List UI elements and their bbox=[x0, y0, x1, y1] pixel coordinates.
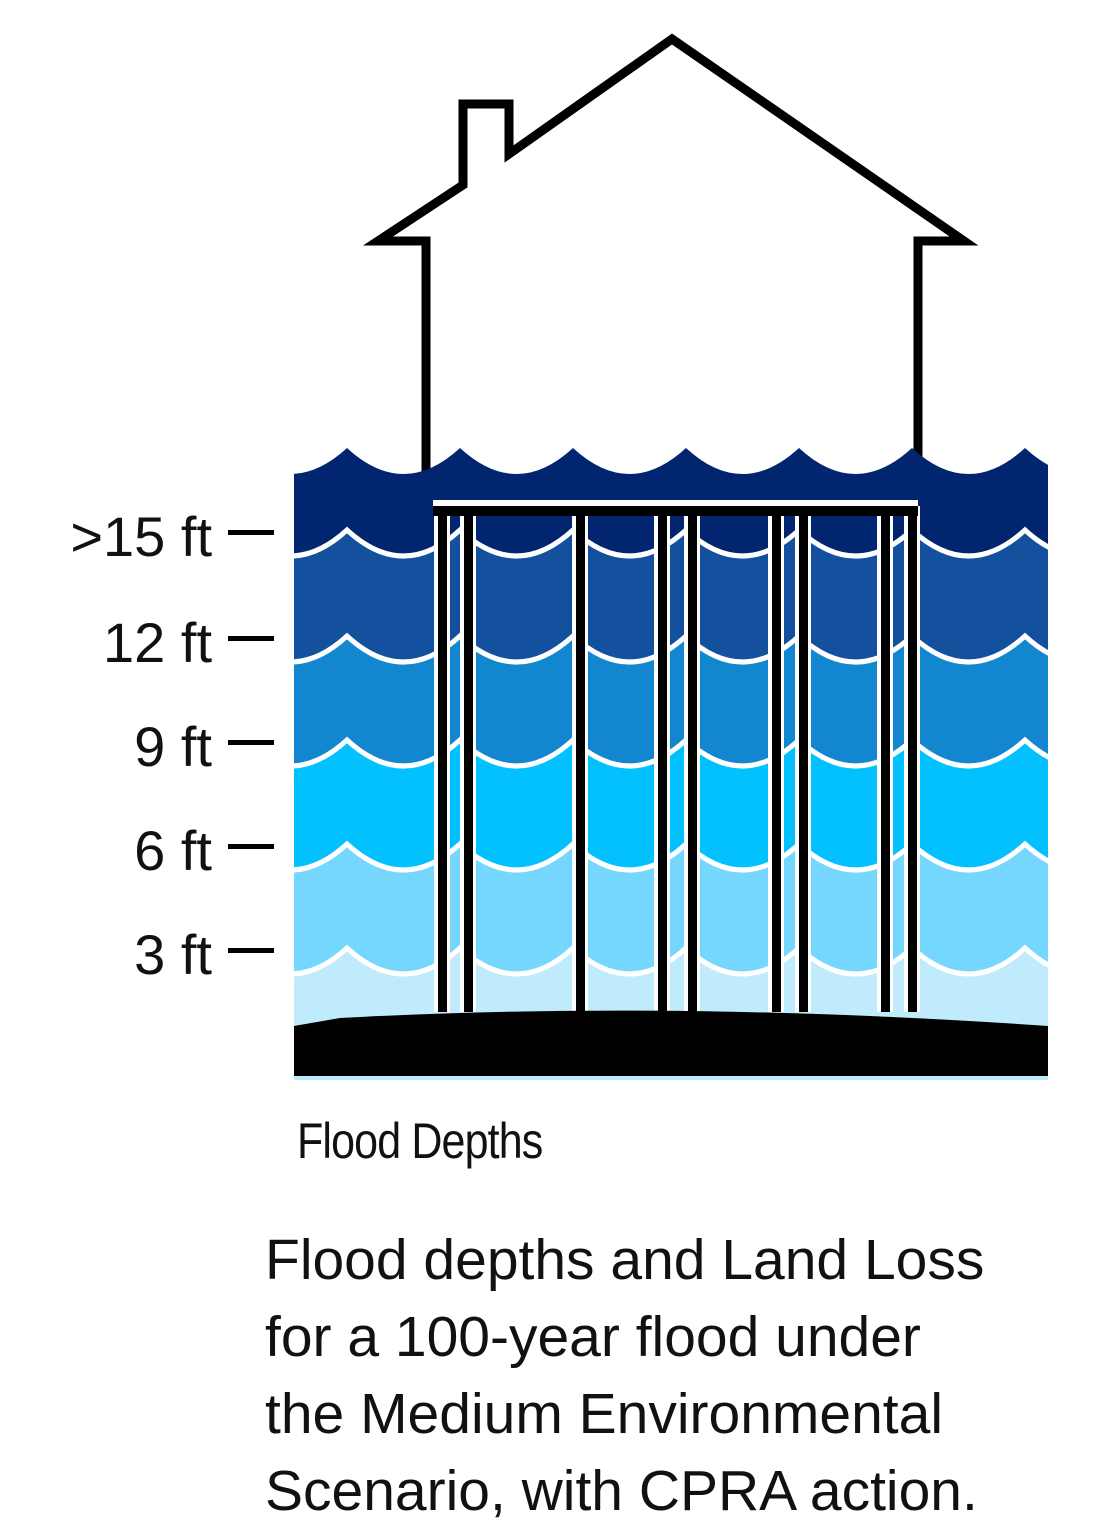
depth-label-12ft: 12 ft bbox=[103, 611, 212, 674]
depth-label-6ft: 6 ft bbox=[134, 819, 212, 882]
ground-edge bbox=[294, 1076, 1048, 1080]
ground bbox=[294, 1010, 1048, 1076]
depth-tick-15ft bbox=[228, 530, 274, 535]
pier-5 bbox=[688, 506, 697, 1012]
flood-water bbox=[294, 448, 1048, 1080]
house-icon bbox=[362, 33, 979, 513]
pier-6 bbox=[772, 506, 781, 1012]
floor-beam bbox=[433, 506, 918, 516]
house-piers bbox=[433, 500, 920, 1012]
wave-line-1 bbox=[294, 526, 1048, 559]
legend-title: Flood Depths bbox=[297, 1113, 543, 1169]
caption-line-4: Scenario, with CPRA action. bbox=[265, 1459, 978, 1523]
wave-line-5 bbox=[294, 944, 1048, 977]
depth-label-15ft: >15 ft bbox=[70, 505, 212, 568]
flood-depth-graphic: >15 ft 12 ft 9 ft 6 ft 3 ft bbox=[70, 33, 1048, 1080]
pier-7 bbox=[799, 506, 808, 1012]
depth-label-9ft: 9 ft bbox=[134, 715, 212, 778]
wave-line-3 bbox=[294, 736, 1048, 769]
depth-tick-3ft bbox=[228, 948, 274, 953]
depth-tick-9ft bbox=[228, 740, 274, 745]
depth-tick-6ft bbox=[228, 844, 274, 849]
pier-3 bbox=[576, 506, 585, 1012]
pier-2 bbox=[464, 506, 473, 1012]
pier-8 bbox=[881, 506, 890, 1012]
caption: Flood depths and Land Loss for a 100-yea… bbox=[265, 1222, 1095, 1530]
depth-axis: >15 ft 12 ft 9 ft 6 ft 3 ft bbox=[70, 505, 274, 986]
pier-4 bbox=[658, 506, 667, 1012]
depth-tick-12ft bbox=[228, 636, 274, 641]
wave-line-4 bbox=[294, 840, 1048, 873]
caption-line-2: for a 100-year flood under bbox=[265, 1305, 921, 1369]
depth-label-3ft: 3 ft bbox=[134, 923, 212, 986]
pier-9 bbox=[908, 506, 917, 1012]
pier-1 bbox=[438, 506, 447, 1012]
caption-line-3: the Medium Environmental bbox=[265, 1382, 943, 1446]
caption-line-1: Flood depths and Land Loss bbox=[265, 1228, 985, 1292]
floor-gap bbox=[433, 500, 918, 506]
wave-line-2 bbox=[294, 632, 1048, 665]
